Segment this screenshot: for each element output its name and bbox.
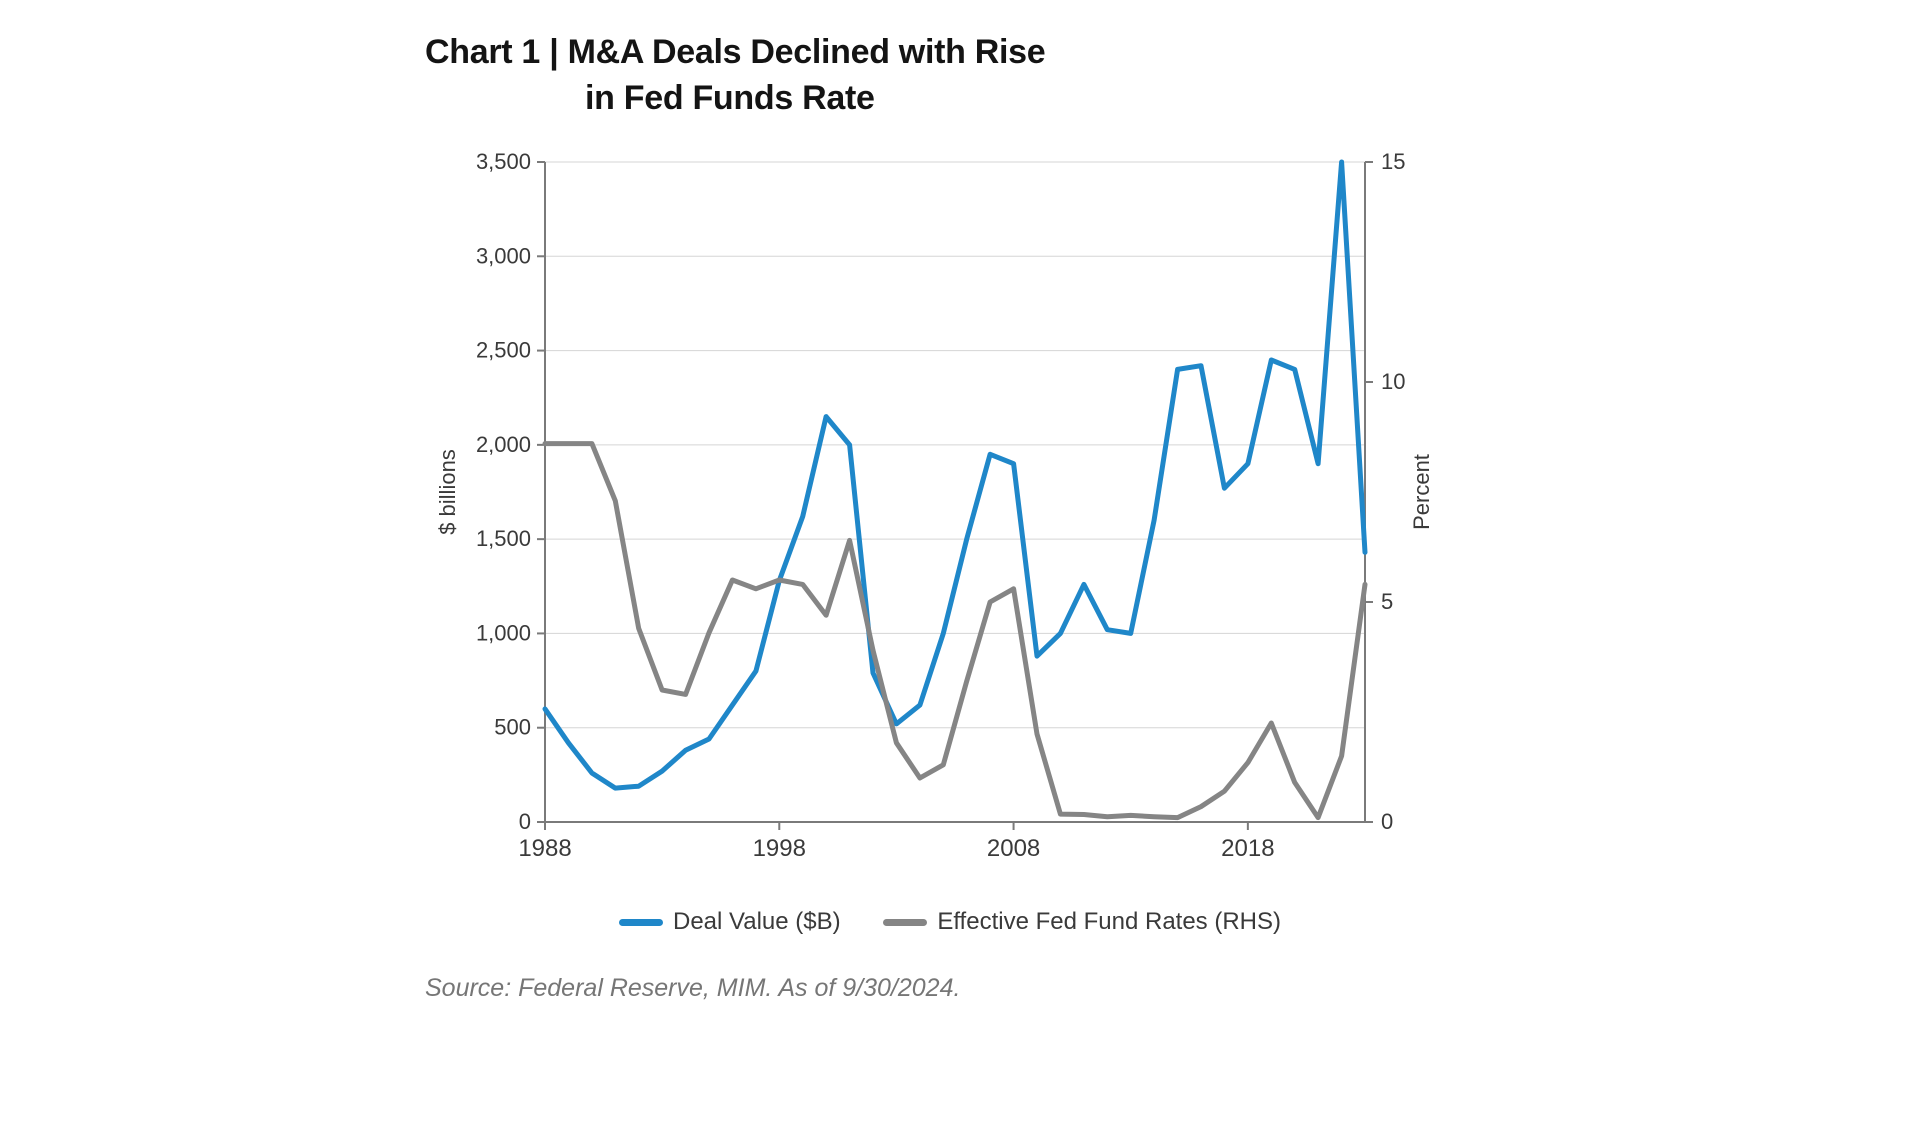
svg-text:2,500: 2,500 <box>476 337 531 362</box>
svg-text:1,500: 1,500 <box>476 526 531 551</box>
chart-title: Chart 1 | M&A Deals Declined with Rise i… <box>425 30 1475 122</box>
svg-text:1,000: 1,000 <box>476 620 531 645</box>
svg-text:1998: 1998 <box>753 835 806 862</box>
chart-title-line1: M&A Deals Declined with Rise <box>568 33 1046 71</box>
source-text: Source: Federal Reserve, MIM. As of 9/30… <box>425 974 1475 1003</box>
svg-text:5: 5 <box>1381 589 1393 614</box>
svg-text:15: 15 <box>1381 152 1405 174</box>
chart-svg: 0 500 1,000 1,500 2,000 2,500 3,000 3,500 0 5 10 15… <box>425 152 1445 882</box>
legend-label-fed-funds: Effective Fed Fund Rates (RHS) <box>937 908 1281 936</box>
svg-text:10: 10 <box>1381 369 1405 394</box>
plot-area: 0 500 1,000 1,500 2,000 2,500 3,000 3,500 0 5 10 15… <box>425 152 1475 887</box>
svg-text:2008: 2008 <box>987 835 1040 862</box>
chart-title-prefix: Chart 1 <box>425 33 540 71</box>
svg-text:2,000: 2,000 <box>476 432 531 457</box>
legend-item-deal-value: Deal Value ($B) <box>619 908 841 936</box>
chart-title-line2: in Fed Funds Rate <box>425 76 1475 122</box>
legend-swatch-deal-value <box>619 919 663 926</box>
svg-text:3,000: 3,000 <box>476 243 531 268</box>
svg-text:2018: 2018 <box>1221 835 1274 862</box>
svg-text:0: 0 <box>1381 809 1393 834</box>
svg-text:Percent: Percent <box>1409 454 1434 530</box>
svg-text:3,500: 3,500 <box>476 152 531 174</box>
svg-text:500: 500 <box>494 714 531 739</box>
svg-text:$ billions: $ billions <box>435 449 460 535</box>
legend-label-deal-value: Deal Value ($B) <box>673 908 841 936</box>
legend-swatch-fed-funds <box>883 919 927 926</box>
legend-item-fed-funds: Effective Fed Fund Rates (RHS) <box>883 908 1281 936</box>
chart-container: Chart 1 | M&A Deals Declined with Rise i… <box>425 30 1475 1003</box>
svg-text:0: 0 <box>519 809 531 834</box>
chart-title-sep: | <box>540 33 568 71</box>
svg-text:1988: 1988 <box>518 835 571 862</box>
legend: Deal Value ($B) Effective Fed Fund Rates… <box>425 905 1475 937</box>
